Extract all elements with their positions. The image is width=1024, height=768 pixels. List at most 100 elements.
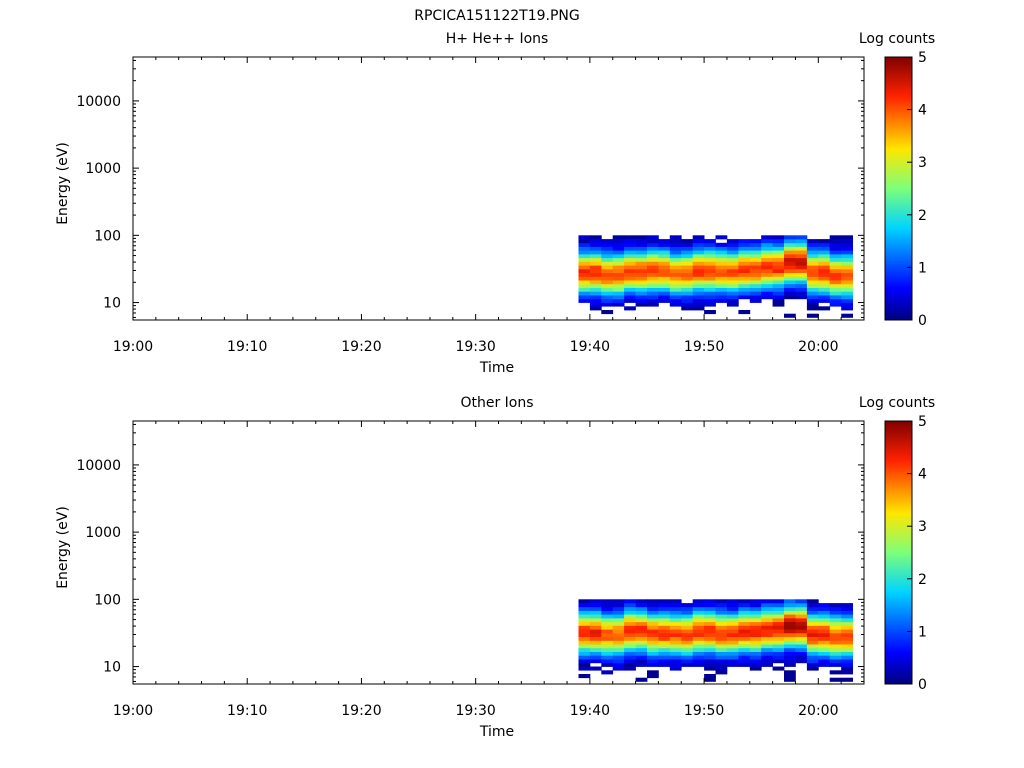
y-tick-label: 10000 bbox=[76, 458, 121, 474]
spectrogram-cell bbox=[726, 610, 739, 615]
spectrogram-cell bbox=[669, 283, 682, 288]
spectrogram-cell bbox=[589, 614, 602, 619]
spectrogram-cell bbox=[669, 287, 682, 292]
spectrogram-cell bbox=[624, 621, 636, 626]
spectrogram-cell bbox=[669, 610, 682, 615]
spectrogram-cell bbox=[635, 295, 648, 300]
spectrogram-cell bbox=[726, 644, 739, 649]
x-tick-label: 19:10 bbox=[227, 703, 267, 719]
spectrogram-cell bbox=[658, 610, 671, 615]
spectrogram-cell bbox=[635, 599, 648, 604]
spectrogram-cell bbox=[761, 261, 773, 266]
spectrogram-cell bbox=[726, 599, 739, 604]
spectrogram-cell bbox=[589, 280, 602, 285]
spectrogram-cell bbox=[647, 599, 659, 604]
spectrogram-cell bbox=[784, 257, 796, 262]
spectrogram-cell bbox=[624, 662, 636, 667]
spectrogram-cell bbox=[818, 614, 831, 619]
spectrogram-cell bbox=[635, 644, 648, 649]
spectrogram-cell bbox=[589, 235, 602, 240]
spectrogram-cell bbox=[669, 647, 682, 652]
spectrogram-cell bbox=[829, 677, 842, 682]
spectrogram-cell bbox=[704, 674, 716, 679]
spectrogram-cell bbox=[658, 283, 671, 288]
spectrogram-cell bbox=[715, 662, 728, 667]
spectrogram-cell bbox=[806, 603, 819, 608]
colorbar-tick-label: 2 bbox=[918, 208, 927, 224]
spectrogram-cell bbox=[647, 670, 659, 675]
spectrogram-cell bbox=[772, 625, 785, 630]
spectrogram-cell bbox=[772, 629, 785, 634]
x-tick-label: 19:30 bbox=[455, 339, 495, 355]
spectrogram-cell bbox=[715, 621, 728, 626]
spectrogram-cell bbox=[772, 272, 785, 277]
spectrogram-cell bbox=[806, 250, 819, 255]
spectrogram-cell bbox=[578, 287, 591, 292]
spectrogram-cell bbox=[726, 640, 739, 645]
figure-title: RPCICA151122T19.PNG bbox=[414, 8, 579, 24]
spectrogram-cell bbox=[601, 276, 614, 281]
spectrogram-cell bbox=[669, 666, 682, 671]
spectrogram-cell bbox=[669, 629, 682, 634]
spectrogram-cell bbox=[772, 666, 785, 671]
spectrogram-cell bbox=[589, 599, 602, 604]
spectrogram-cell bbox=[738, 287, 751, 292]
spectrogram-cell bbox=[829, 276, 842, 281]
spectrogram-cell bbox=[761, 655, 773, 660]
spectrogram-cell bbox=[658, 261, 671, 266]
spectrogram-cell bbox=[669, 276, 682, 281]
spectrogram-cell bbox=[784, 603, 796, 608]
spectrogram-cell bbox=[795, 242, 808, 247]
spectrogram-cell bbox=[635, 254, 648, 259]
spectrogram-cell bbox=[635, 677, 648, 682]
spectrogram-cell bbox=[761, 283, 773, 288]
spectrogram-cell bbox=[829, 670, 842, 675]
spectrogram-cell bbox=[761, 625, 773, 630]
x-tick-label: 19:00 bbox=[113, 339, 153, 355]
spectrogram-cell bbox=[647, 283, 659, 288]
spectrogram-cell bbox=[635, 610, 648, 615]
spectrogram-cell bbox=[578, 647, 591, 652]
spectrogram-cell bbox=[681, 632, 694, 637]
spectrogram-cell bbox=[726, 298, 739, 303]
spectrogram-cell bbox=[624, 640, 636, 645]
spectrogram-cell bbox=[589, 640, 602, 645]
spectrogram-cell bbox=[681, 246, 694, 251]
spectrogram-cell bbox=[601, 625, 614, 630]
spectrogram-cell bbox=[761, 246, 773, 251]
spectrogram-cell bbox=[601, 298, 614, 303]
spectrogram-cell bbox=[647, 606, 659, 611]
spectrogram-cell bbox=[624, 246, 636, 251]
spectrogram-cell bbox=[772, 268, 785, 273]
spectrogram-cell bbox=[647, 298, 659, 303]
spectrogram-cell bbox=[715, 291, 728, 296]
spectrogram-cell bbox=[578, 239, 591, 244]
spectrogram-cell bbox=[726, 625, 739, 630]
spectrogram-cell bbox=[578, 272, 591, 277]
spectrogram-cell bbox=[795, 291, 808, 296]
spectrogram-cell bbox=[841, 636, 853, 641]
spectrogram-cell bbox=[726, 295, 739, 300]
spectrogram-cell bbox=[635, 265, 648, 270]
spectrogram-cell bbox=[829, 655, 842, 660]
spectrogram-cell bbox=[704, 250, 716, 255]
spectrogram-cell bbox=[841, 625, 853, 630]
spectrogram-cell bbox=[692, 662, 705, 667]
spectrogram-cell bbox=[761, 239, 773, 244]
spectrogram-cell bbox=[841, 242, 853, 247]
spectrogram-cell bbox=[772, 599, 785, 604]
spectrogram-cell bbox=[692, 606, 705, 611]
colorbar bbox=[884, 420, 913, 685]
spectrogram-cell bbox=[704, 636, 716, 641]
spectrogram-cell bbox=[601, 239, 614, 244]
spectrogram-cell bbox=[647, 239, 659, 244]
y-tick-label: 10000 bbox=[76, 94, 121, 110]
spectrogram-cell bbox=[612, 621, 625, 626]
spectrogram-cell bbox=[681, 268, 694, 273]
spectrogram-cell bbox=[726, 265, 739, 270]
spectrogram-cell bbox=[841, 250, 853, 255]
spectrogram-cell bbox=[612, 599, 625, 604]
spectrogram-cell bbox=[795, 272, 808, 277]
spectrogram-cell bbox=[669, 257, 682, 262]
spectrogram-cell bbox=[841, 287, 853, 292]
